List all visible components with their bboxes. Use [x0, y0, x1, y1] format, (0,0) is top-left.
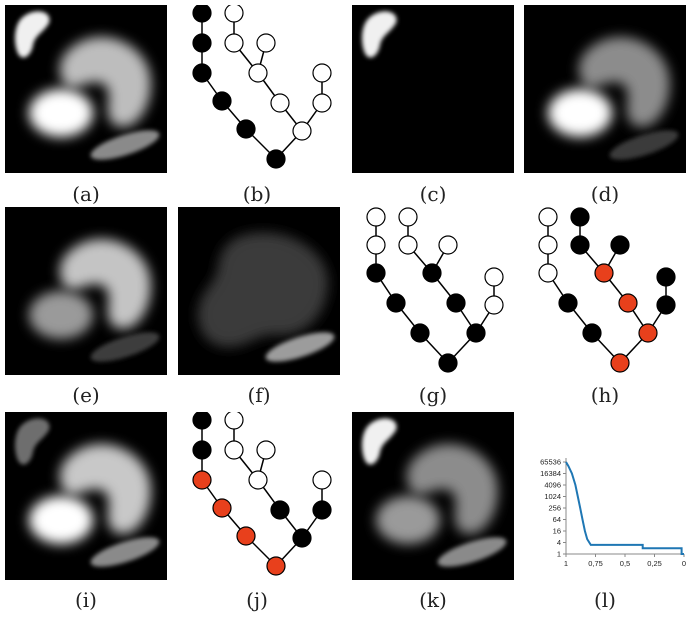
- x-tick-label: 0: [682, 559, 686, 568]
- panel-f: [178, 207, 340, 375]
- y-tick-label: 256: [548, 504, 561, 513]
- panel-c: [352, 5, 514, 173]
- panel-h: [524, 207, 686, 375]
- panel-l-chart: 1 4 16 64 256 1024 4096 16384 65536 1 0,75 0,5 0,25 0: [524, 412, 686, 580]
- panel-a: [5, 5, 167, 173]
- y-tick-label: 65536: [540, 458, 561, 467]
- caption-l: (l): [593, 588, 616, 612]
- caption-k: (k): [419, 588, 447, 612]
- panel-i: [5, 412, 167, 580]
- caption-j: (j): [246, 588, 268, 612]
- panel-j: [176, 412, 338, 580]
- chart-l: 1 4 16 64 256 1024 4096 16384 65536 1 0,75 0,5 0,25 0: [540, 458, 686, 569]
- caption-c: (c): [419, 182, 447, 206]
- caption-d: (d): [590, 182, 620, 206]
- caption-e: (e): [72, 383, 100, 407]
- y-tick-label: 4: [557, 538, 561, 547]
- y-tick-label: 16384: [540, 469, 561, 478]
- caption-b: (b): [242, 182, 272, 206]
- x-tick-label: 0,25: [647, 559, 662, 568]
- y-tick-label: 1024: [544, 492, 561, 501]
- series-line: [565, 461, 684, 555]
- caption-i: (i): [74, 588, 97, 612]
- panel-b: [176, 5, 338, 173]
- y-tick-label: 16: [553, 527, 561, 536]
- x-tick-label: 0,5: [620, 559, 630, 568]
- caption-g: (g): [418, 383, 448, 407]
- x-tick-label: 1: [564, 559, 568, 568]
- caption-h: (h): [590, 383, 620, 407]
- y-tick-label: 64: [553, 515, 561, 524]
- panel-k: [352, 412, 514, 580]
- y-tick-label: 1: [557, 550, 561, 559]
- y-tick-label: 4096: [544, 481, 561, 490]
- caption-a: (a): [72, 182, 100, 206]
- panel-e: [5, 207, 167, 375]
- caption-f: (f): [247, 383, 271, 407]
- x-tick-label: 0,75: [588, 559, 603, 568]
- panel-d: [524, 5, 686, 173]
- panel-g: [352, 207, 514, 375]
